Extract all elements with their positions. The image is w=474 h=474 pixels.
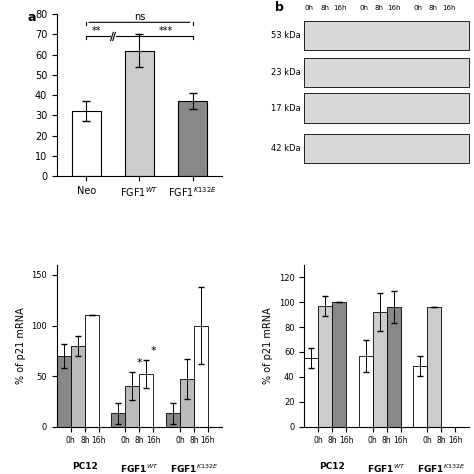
Text: 23 kDa: 23 kDa [271,68,301,77]
Text: 8h: 8h [320,5,329,11]
Text: 16h: 16h [333,5,346,11]
Text: 8h: 8h [374,5,383,11]
Text: b: b [274,1,283,14]
Bar [178,101,207,176]
Bar [428,307,441,427]
Text: PC12: PC12 [72,462,98,471]
Text: 0h: 0h [305,5,314,11]
Text: 16h: 16h [388,5,401,11]
Y-axis label: % of p21 mRNA: % of p21 mRNA [263,307,273,384]
Text: FGF1$^{K132E}$: FGF1$^{K132E}$ [170,462,218,474]
Text: a: a [27,11,36,24]
Text: FGF1$^{K132E}$: FGF1$^{K132E}$ [417,462,465,474]
Text: 16h: 16h [442,5,456,11]
Bar [304,58,469,87]
Text: PC12: PC12 [319,462,345,471]
Text: ***: *** [159,26,173,36]
Bar [304,21,469,50]
Bar [332,302,346,427]
Bar [166,413,180,427]
Bar [387,307,401,427]
Bar [125,51,154,176]
Y-axis label: % of p21 mRNA: % of p21 mRNA [16,307,26,384]
Text: 8h: 8h [429,5,438,11]
Bar [359,356,373,427]
Text: 0h: 0h [359,5,368,11]
Bar [194,326,208,427]
Text: *: * [151,346,156,356]
Bar [71,346,85,427]
Text: **: ** [92,26,101,36]
Bar [318,306,332,427]
Bar [373,312,387,427]
Text: FGF1$^{WT}$: FGF1$^{WT}$ [120,462,159,474]
Text: 53 kDa: 53 kDa [271,31,301,40]
Bar [304,358,318,427]
Bar [57,356,71,427]
Bar [180,379,194,427]
Text: ns: ns [134,12,145,22]
Bar [111,413,126,427]
Text: *: * [137,358,142,368]
Bar [304,134,469,163]
Text: 0h: 0h [414,5,423,11]
Bar [72,111,101,176]
Text: 42 kDa: 42 kDa [272,144,301,153]
Text: FGF1$^{WT}$: FGF1$^{WT}$ [367,462,406,474]
Bar [85,315,99,427]
Bar [413,365,428,427]
Bar [139,374,153,427]
Bar [304,93,469,123]
Bar [126,386,139,427]
Text: 17 kDa: 17 kDa [271,103,301,112]
